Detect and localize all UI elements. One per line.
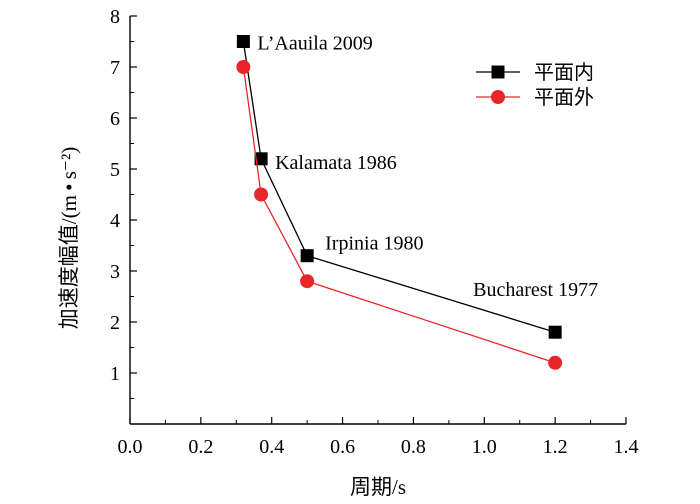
x-tick-label: 0.6 [330, 436, 355, 458]
square-marker [548, 325, 562, 339]
circle-marker [236, 60, 251, 74]
x-tick-label: 1.4 [614, 436, 639, 458]
circle-marker [548, 355, 563, 370]
x-tick-label: 0.4 [259, 436, 284, 458]
series-1 [236, 35, 562, 339]
y-tick-label: 7 [110, 57, 120, 79]
legend-label: 平面内 [534, 61, 594, 84]
square-marker [254, 152, 268, 166]
circle-marker [300, 274, 315, 289]
y-axis-title: 加速度幅值/(m • s⁻²) [57, 147, 81, 329]
x-tick-label: 1.2 [543, 436, 568, 458]
legend-square-marker [491, 65, 505, 79]
x-tick-label: 0.2 [188, 436, 213, 458]
event-label: Kalamata 1986 [275, 152, 397, 174]
y-tick-label: 5 [110, 159, 120, 181]
legend-label: 平面外 [534, 86, 594, 109]
series-2 [236, 60, 563, 370]
x-axis-title: 周期/s [350, 475, 406, 499]
event-label: Bucharest 1977 [473, 279, 598, 301]
y-tick-label: 3 [110, 261, 120, 283]
y-tick-label: 8 [110, 6, 120, 28]
series-line [242, 41, 556, 333]
annotations: L’Aauila 2009 Kalamata 1986 Irpinia 1980 Bu… [257, 33, 598, 302]
event-label: L’Aauila 2009 [257, 33, 372, 55]
series-layer [236, 35, 563, 370]
series-line [242, 66, 556, 364]
y-tick-label: 4 [110, 210, 120, 232]
x-tick-label: 0.0 [118, 436, 143, 458]
axes: 0.0 0.2 0.4 0.6 0.8 1.0 1.2 1.4 1 2 3 4 5 6 7 8 [110, 6, 639, 458]
y-tick-label: 1 [110, 363, 120, 385]
circle-marker [254, 187, 269, 202]
legend-circle-marker [491, 90, 505, 104]
event-label: Irpinia 1980 [325, 233, 423, 255]
square-marker [236, 35, 250, 48]
x-tick-label: 1.0 [472, 436, 497, 458]
square-marker [300, 249, 314, 263]
legend-item: 平面外 [476, 86, 594, 109]
x-tick-label: 0.8 [401, 436, 426, 458]
y-tick-label: 6 [110, 108, 120, 130]
legend-item: 平面内 [476, 61, 594, 84]
y-tick-label: 2 [110, 312, 120, 334]
